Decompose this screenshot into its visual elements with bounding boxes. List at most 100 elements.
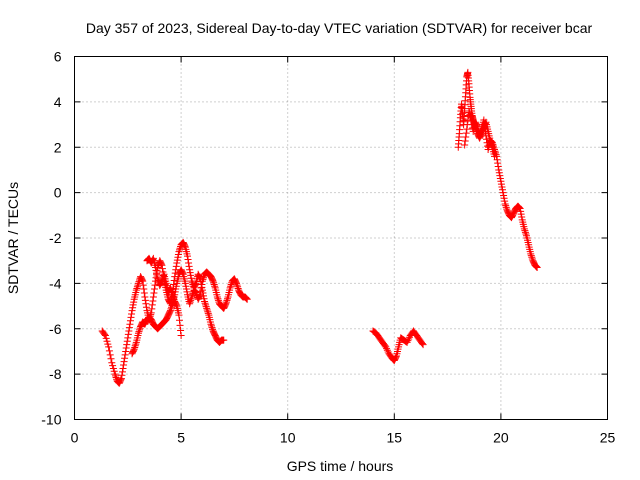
data-point: [110, 367, 118, 375]
data-point: [209, 276, 217, 284]
data-point: [501, 200, 509, 208]
data-point: [227, 281, 235, 289]
data-point: [203, 306, 211, 314]
series-3: [143, 254, 185, 340]
data-point: [102, 334, 110, 342]
data-point: [186, 300, 194, 308]
x-axis-label: GPS time / hours: [287, 458, 394, 474]
data-point: [191, 281, 199, 289]
data-point: [198, 281, 206, 289]
data-point: [500, 191, 508, 199]
data-point: [168, 289, 176, 297]
data-point: [497, 177, 505, 185]
data-point: [234, 283, 242, 291]
data-point: [133, 284, 141, 292]
y-tick-label: -10: [41, 412, 61, 428]
data-point: [136, 324, 144, 332]
data-point: [483, 135, 491, 143]
data-point: [104, 340, 112, 348]
data-point: [419, 341, 427, 349]
data-point: [477, 127, 485, 135]
data-point: [517, 207, 525, 215]
data-point: [124, 334, 132, 342]
data-point: [242, 294, 250, 302]
data-point: [242, 294, 250, 302]
data-point: [149, 293, 157, 301]
data-point: [200, 295, 208, 303]
data-point: [210, 279, 218, 287]
x-tick-label: 20: [493, 430, 509, 446]
data-point: [518, 213, 526, 221]
data-point: [101, 330, 109, 338]
series-4: [369, 327, 427, 365]
data-point: [175, 311, 183, 319]
data-point: [120, 361, 128, 369]
data-point: [170, 296, 178, 304]
data-point: [467, 114, 475, 122]
data-point: [158, 261, 166, 269]
data-point: [528, 253, 536, 261]
data-point: [466, 110, 474, 118]
data-point: [140, 289, 148, 297]
data-point: [101, 332, 109, 340]
data-point: [166, 308, 174, 316]
data-point: [520, 225, 528, 233]
data-point: [185, 262, 193, 270]
data-point: [118, 368, 126, 376]
data-point: [521, 227, 529, 235]
data-point: [226, 284, 234, 292]
data-point: [503, 205, 511, 213]
data-point: [199, 275, 207, 283]
data-point: [130, 346, 138, 354]
data-point: [223, 296, 231, 304]
data-point: [138, 276, 146, 284]
data-point: [208, 324, 216, 332]
data-point: [112, 374, 120, 382]
data-point: [462, 129, 470, 137]
data-point: [139, 281, 147, 289]
data-point: [184, 256, 192, 264]
data-point: [176, 244, 184, 252]
x-tick-label: 25: [600, 430, 616, 446]
data-point: [486, 136, 494, 144]
data-point: [174, 250, 182, 258]
data-point: [522, 230, 530, 238]
data-point: [480, 120, 488, 128]
data-point: [468, 117, 476, 125]
y-tick-label: -8: [49, 366, 62, 382]
data-point: [207, 322, 215, 330]
data-point: [152, 266, 160, 274]
data-point: [209, 325, 217, 333]
data-point: [488, 142, 496, 150]
series-6: [461, 107, 499, 160]
data-point: [181, 279, 189, 287]
data-point: [149, 256, 157, 264]
data-point: [196, 291, 204, 299]
data-point: [405, 335, 413, 343]
data-point: [495, 169, 503, 177]
data-point: [117, 376, 125, 384]
data-point: [187, 271, 195, 279]
data-point: [166, 307, 174, 315]
data-point: [473, 122, 481, 130]
data-point: [141, 293, 149, 301]
data-point: [197, 284, 205, 292]
data-point: [150, 289, 158, 297]
data-point: [214, 296, 222, 304]
data-point: [186, 266, 194, 274]
data-point: [167, 305, 175, 313]
data-point: [196, 292, 204, 300]
data-point: [418, 339, 426, 347]
data-point: [498, 186, 506, 194]
data-point: [192, 288, 200, 296]
data-point: [211, 282, 219, 290]
data-point: [168, 303, 176, 311]
data-point: [527, 250, 535, 258]
data-point: [182, 282, 190, 290]
data-point: [502, 203, 510, 211]
chart-title: Day 357 of 2023, Sidereal Day-to-day VTE…: [86, 20, 593, 36]
data-point: [516, 205, 524, 213]
data-point: [467, 112, 475, 120]
data-point: [227, 282, 235, 290]
y-tick-label: 6: [54, 49, 62, 65]
